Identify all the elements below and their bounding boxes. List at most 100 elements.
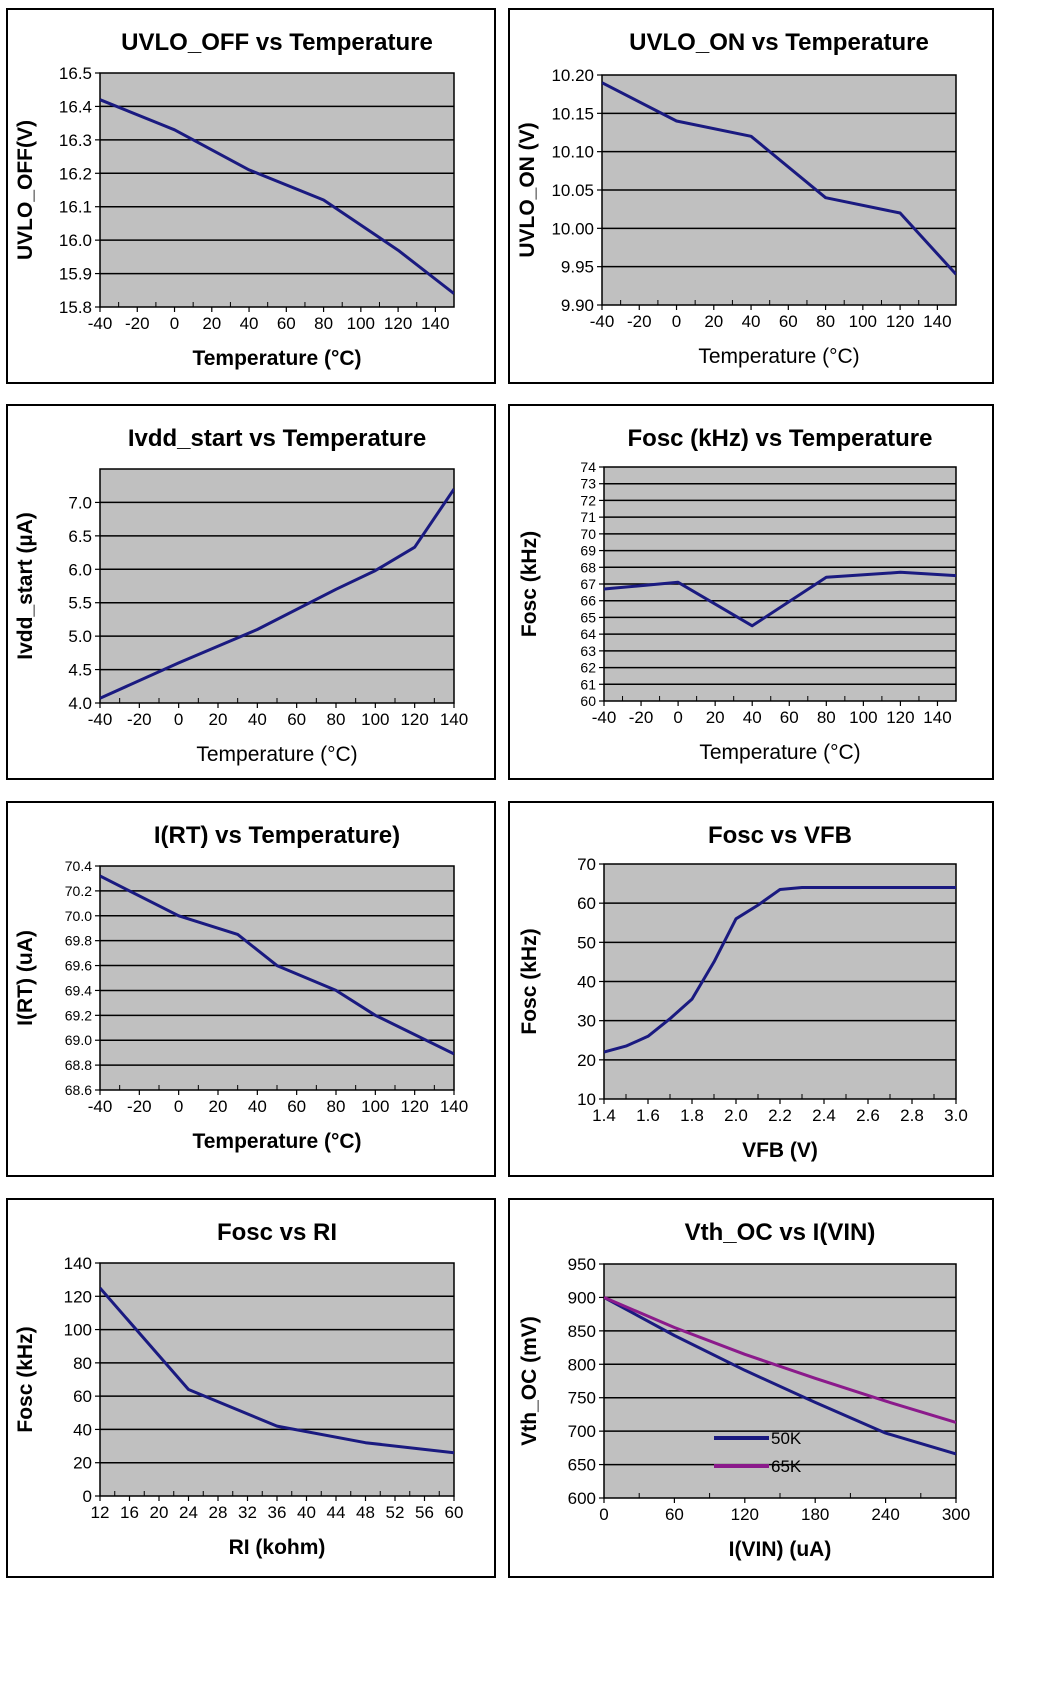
x-tick-label: 60 (277, 314, 296, 333)
x-tick-label: 60 (779, 312, 798, 331)
x-tick-label: 60 (780, 708, 799, 727)
y-tick-label: 70.4 (65, 858, 92, 874)
x-tick-label: 100 (361, 710, 389, 729)
y-tick-label: 15.9 (59, 265, 92, 284)
x-tick-label: 20 (209, 710, 228, 729)
y-tick-label: 20 (73, 1454, 92, 1473)
x-tick-label: -40 (590, 312, 615, 331)
y-tick-label: 10.00 (551, 219, 594, 238)
series-line-50k (604, 1296, 956, 1456)
plot-area (603, 1263, 957, 1499)
chart-irt-temp: I(RT) vs Temperature) 68.6 68.8 69.0 69.2 69.… (14, 822, 468, 1153)
y-tick-label: 800 (568, 1355, 596, 1374)
legend-label: 50K (771, 1429, 802, 1448)
y-tick-label: 10.05 (551, 181, 594, 200)
series-line (100, 98, 454, 295)
plot-area (99, 1262, 455, 1497)
y-axis-label: Fosc (kHz) (14, 1326, 37, 1432)
x-tick-label: 24 (179, 1503, 198, 1522)
x-tick-label: 16 (120, 1503, 139, 1522)
y-tick-label: 9.95 (561, 258, 594, 277)
series-line (100, 874, 454, 1056)
x-tick-label: 140 (421, 314, 449, 333)
x-tick-label: 140 (923, 708, 951, 727)
x-tick-label: 1.6 (636, 1106, 660, 1125)
y-tick-label: 64 (580, 626, 596, 642)
y-tick-label: 40 (73, 1420, 92, 1439)
plot-area (99, 468, 455, 704)
y-tick-label: 16.5 (59, 64, 92, 83)
chart-ivdd-start: Ivdd_start vs Temperature 4.0 4.5 5.0 5.5 6.0… (14, 425, 468, 766)
y-tick-label: 68 (580, 559, 596, 575)
y-tick-label: 70 (577, 855, 596, 874)
x-tick-label: -40 (88, 1097, 113, 1116)
y-tick-label: 16.4 (59, 97, 92, 116)
x-tick-label: 140 (440, 1097, 468, 1116)
chart-panel-uvlo-on: UVLO_ON vs Temperature 9.90 9.95 10.00 10.05… (508, 8, 994, 384)
x-tick-label: -40 (88, 710, 113, 729)
x-tick-label: 80 (314, 314, 333, 333)
x-tick-label: 120 (731, 1505, 759, 1524)
plot-area (99, 72, 455, 308)
chart-fosc-ri: Fosc vs RI 0 20 40 60 80 100 120 140 12 16 20 24 28 32… (14, 1219, 463, 1559)
x-tick-label: -20 (127, 1097, 152, 1116)
x-tick-label: 2.2 (768, 1106, 792, 1125)
chart-panel-irt-temp: I(RT) vs Temperature) 68.6 68.8 69.0 69.2 69.… (6, 801, 496, 1177)
x-tick-label: 40 (240, 314, 259, 333)
x-tick-label: 20 (202, 314, 221, 333)
x-tick-label: 1.8 (680, 1106, 704, 1125)
y-tick-label: 63 (580, 643, 596, 659)
chart-uvlo-off: UVLO_OFF vs Temperature 15.8 15.9 16.0 16.1 1… (14, 29, 455, 370)
y-tick-label: 69.2 (65, 1007, 92, 1023)
y-tick-label: 60 (580, 693, 596, 709)
x-tick-label: 40 (248, 1097, 267, 1116)
y-tick-label: 10 (577, 1090, 596, 1109)
y-tick-label: 20 (577, 1051, 596, 1070)
x-tick-label: -20 (125, 314, 150, 333)
y-tick-label: 15.8 (59, 298, 92, 317)
x-tick-label: 100 (361, 1097, 389, 1116)
x-tick-label: 120 (400, 710, 428, 729)
x-tick-label: 120 (886, 708, 914, 727)
y-tick-label: 69.0 (65, 1032, 92, 1048)
y-tick-label: 900 (568, 1288, 596, 1307)
x-tick-label: 2.8 (900, 1106, 924, 1125)
x-tick-label: 48 (356, 1503, 375, 1522)
series-line (100, 1287, 454, 1455)
x-tick-label: 56 (415, 1503, 434, 1522)
y-tick-label: 16.2 (59, 164, 92, 183)
x-tick-label: 20 (209, 1097, 228, 1116)
chart-panel-ivdd-start: Ivdd_start vs Temperature 4.0 4.5 5.0 5.5 6.0… (6, 404, 496, 780)
y-tick-label: 4.0 (68, 694, 92, 713)
y-tick-label: 5.5 (68, 594, 92, 613)
x-tick-label: 0 (170, 314, 179, 333)
series-line (100, 488, 454, 700)
chart-title: Fosc vs RI (217, 1219, 337, 1246)
x-tick-label: 0 (174, 1097, 183, 1116)
chart-fosc-vfb: Fosc vs VFB 10 20 30 40 50 60 70 1.4 1.6 1.8 2.0 2.2… (518, 822, 968, 1162)
x-tick-label: -40 (592, 708, 617, 727)
y-tick-label: 70.0 (65, 908, 92, 924)
chart-panel-vthoc-ivin: Vth_OC vs I(VIN) 600 650 700 750 800 850 900 950… (508, 1198, 994, 1578)
x-tick-label: 36 (268, 1503, 287, 1522)
chart-title: Ivdd_start vs Temperature (128, 425, 426, 452)
x-tick-label: -20 (629, 708, 654, 727)
x-tick-label: 120 (384, 314, 412, 333)
x-tick-label: 100 (849, 708, 877, 727)
x-axis-label: Temperature (°C) (196, 743, 357, 766)
x-tick-label: 2.4 (812, 1106, 836, 1125)
y-axis-label: UVLO_OFF(V) (14, 120, 37, 260)
chart-title: Fosc (kHz) vs Temperature (628, 425, 933, 452)
y-tick-label: 62 (580, 660, 596, 676)
y-axis-label: Fosc (kHz) (518, 531, 541, 637)
x-tick-label: 20 (706, 708, 725, 727)
chart-panel-fosc-vfb: Fosc vs VFB 10 20 30 40 50 60 70 1.4 1.6 1.8 2.0 2.2… (508, 801, 994, 1177)
chart-vthoc-ivin: Vth_OC vs I(VIN)600650700750800850900950… (518, 1219, 970, 1561)
x-tick-label: 300 (942, 1505, 970, 1524)
x-tick-label: 2.0 (724, 1106, 748, 1125)
y-tick-label: 600 (568, 1489, 596, 1508)
x-tick-label: 60 (287, 710, 306, 729)
y-tick-label: 120 (64, 1287, 92, 1306)
x-tick-label: 40 (297, 1503, 316, 1522)
x-tick-label: 80 (816, 312, 835, 331)
